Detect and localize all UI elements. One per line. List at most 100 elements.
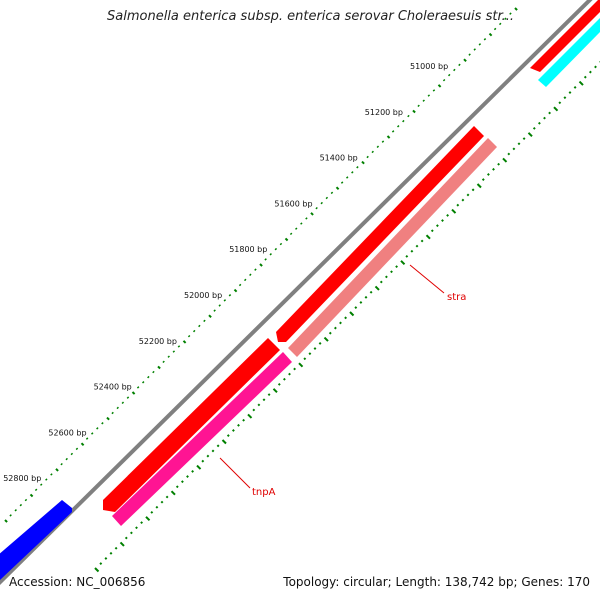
tick-mark [522,137,526,141]
tick-mark [361,160,365,165]
feature-red-upper[interactable] [530,0,600,72]
tick-mark [221,439,227,445]
tick-mark [366,155,369,159]
feature-tnpA[interactable] [112,352,292,526]
tick-mark [310,212,314,216]
tick-mark [257,403,261,407]
tick-mark [410,249,414,253]
gene-label-stra[interactable]: stra [447,292,466,303]
tick-mark [441,219,444,222]
tick-label: 52800 bp [3,474,41,483]
tick-mark [4,519,8,523]
tick-mark [548,111,552,115]
tick-mark [468,53,471,56]
tick-mark [121,401,125,404]
tick-mark [99,562,103,565]
tick-mark [558,101,562,105]
tick-mark [104,557,108,560]
tick-mark [320,201,323,205]
tick-mark [422,99,425,102]
tick-mark [70,452,74,456]
tick-mark [114,546,118,550]
tick-mark [19,503,23,507]
tick-mark [165,495,169,499]
tick-mark [473,48,476,51]
tick-mark [447,73,451,77]
tick-mark [294,227,298,230]
tick-mark [390,270,393,274]
gene-label-tnpA[interactable]: tnpA [252,487,276,498]
tick-mark [371,150,374,154]
tick-mark [96,427,99,430]
stra-pointer [409,264,445,294]
tick-mark [243,278,247,282]
feature-stra[interactable] [288,138,497,357]
tnpA-pointer [219,457,251,489]
tick-mark [238,283,242,287]
tick-mark [85,437,89,440]
tick-mark [124,536,128,540]
tick-mark [354,306,358,309]
tick-mark [172,350,176,353]
tick-mark [476,183,482,189]
tick-mark [437,84,442,88]
tick-mark [435,224,439,228]
tick-mark [231,429,235,432]
tick-mark [252,408,256,412]
tick-mark [420,239,424,243]
tick-mark [313,347,317,350]
tick-mark [233,288,238,293]
feature-red-1[interactable] [276,126,484,342]
tick-mark [351,171,354,174]
tick-mark [279,242,283,246]
tick-mark [543,116,546,120]
tick-mark [425,234,431,240]
tick-mark [141,381,145,384]
tick-mark [333,326,337,330]
tick-mark [417,104,420,108]
tick-mark [277,382,281,386]
tick-label: 51800 bp [229,245,267,254]
tick-label: 51400 bp [320,154,358,163]
feature-blue[interactable] [0,500,72,580]
tick-mark [226,434,230,437]
tick-mark [242,418,246,422]
tick-mark [335,186,340,191]
tick-mark [136,386,140,389]
tick-mark [106,416,110,421]
tick-mark [300,222,303,225]
tick-mark [65,457,68,461]
tick-mark [288,372,291,376]
summary-label: Topology: circular; Length: 138,742 bp; … [283,575,590,589]
tick-mark [349,311,355,317]
tick-mark [60,462,63,466]
tick-mark [75,447,79,451]
tick-mark [514,7,518,11]
tick-mark [216,444,220,448]
tick-mark [563,96,567,100]
tick-mark [492,167,495,171]
tick-mark [262,398,266,402]
tick-mark [325,196,329,200]
tick-mark [432,89,436,92]
tick-mark [282,377,286,381]
tick-mark [177,345,181,348]
tick-mark [497,162,501,166]
tick-mark [504,17,507,20]
tick-mark [463,58,467,63]
tick-mark [379,280,383,284]
tick-mark [573,86,577,89]
tick-mark [466,193,470,197]
feature-red-2[interactable] [103,338,280,512]
map-title: Salmonella enterica subsp. enterica sero… [107,9,514,24]
tick-mark [568,91,572,94]
tick-mark [293,367,297,371]
tick-label: 51200 bp [365,108,403,117]
tick-mark [269,253,272,256]
tick-mark [356,166,359,169]
tick-mark [451,208,457,214]
tick-mark [486,173,490,176]
tick-mark [94,567,100,573]
tick-mark [446,214,450,217]
feature-cyan[interactable] [538,18,600,87]
